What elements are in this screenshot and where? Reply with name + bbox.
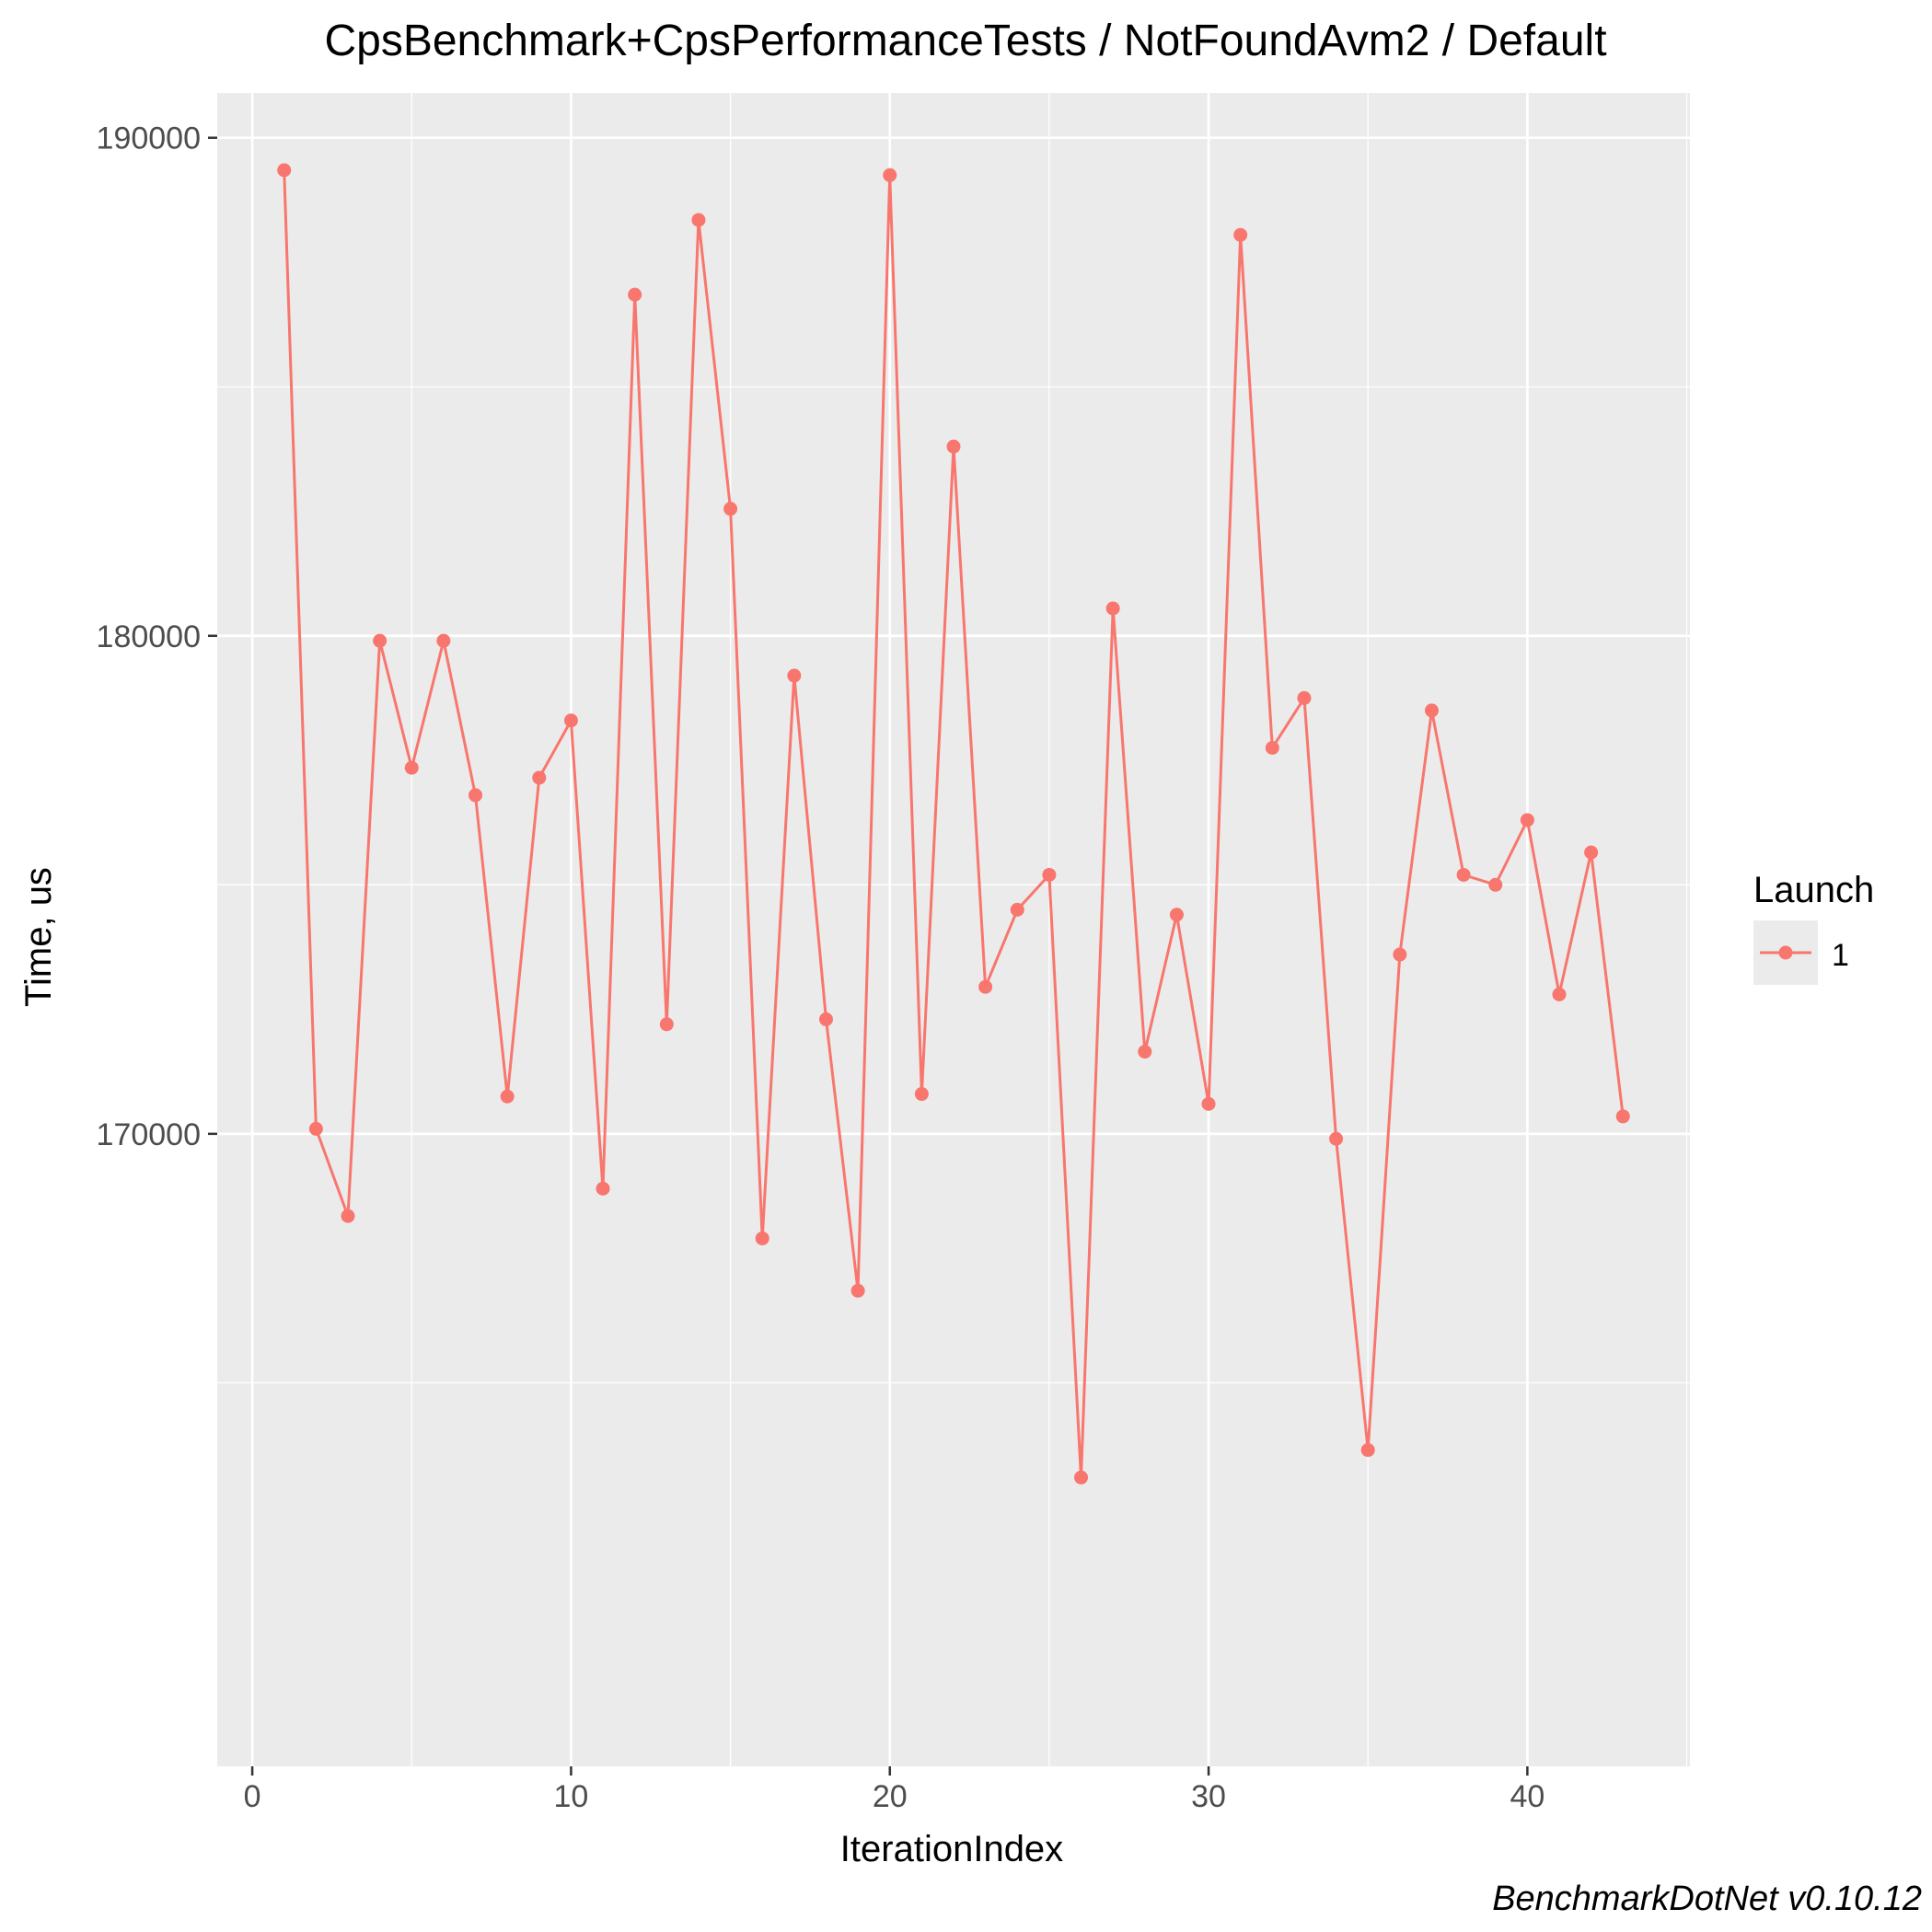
y-tick-label: 170000 bbox=[97, 1117, 201, 1152]
data-point bbox=[1360, 1442, 1375, 1457]
data-point bbox=[1424, 703, 1439, 718]
data-point bbox=[341, 1209, 355, 1223]
data-point bbox=[691, 213, 706, 227]
data-point bbox=[1520, 813, 1534, 827]
data-point bbox=[1169, 908, 1184, 922]
tick-labels: 170000 180000 190000 0 10 20 30 40 bbox=[97, 121, 1545, 1814]
data-point bbox=[1393, 947, 1407, 962]
data-point bbox=[755, 1231, 769, 1245]
data-point bbox=[1233, 227, 1248, 242]
data-point bbox=[1329, 1131, 1344, 1146]
x-tick-label: 0 bbox=[244, 1779, 261, 1814]
minor-gridlines bbox=[217, 93, 1690, 1766]
chart-title: CpsBenchmark+CpsPerformanceTests / NotFo… bbox=[324, 17, 1606, 65]
data-point bbox=[404, 760, 419, 775]
data-point bbox=[1584, 845, 1599, 860]
data-point bbox=[1010, 902, 1024, 917]
data-point bbox=[850, 1283, 865, 1298]
legend-entry-label: 1 bbox=[1832, 938, 1849, 973]
data-point bbox=[914, 1087, 929, 1102]
data-point bbox=[1552, 987, 1567, 1001]
data-point bbox=[628, 287, 642, 302]
data-point bbox=[659, 1017, 674, 1032]
legend: Launch 1 bbox=[1753, 870, 1874, 985]
major-gridlines bbox=[217, 93, 1690, 1766]
data-point bbox=[818, 1012, 833, 1026]
series-layer bbox=[277, 163, 1630, 1485]
plot-panel bbox=[217, 93, 1690, 1766]
data-point bbox=[277, 163, 292, 178]
x-tick-label: 40 bbox=[1510, 1779, 1544, 1814]
data-point bbox=[946, 439, 961, 454]
data-point bbox=[787, 668, 802, 683]
x-tick-label: 10 bbox=[554, 1779, 589, 1814]
data-point bbox=[596, 1181, 610, 1196]
x-tick-label: 20 bbox=[873, 1779, 908, 1814]
x-axis-label: IterationIndex bbox=[840, 1829, 1063, 1869]
data-point bbox=[1074, 1470, 1089, 1485]
data-point bbox=[1201, 1096, 1216, 1111]
legend-key-point bbox=[1778, 945, 1793, 960]
data-point bbox=[563, 713, 578, 728]
data-point bbox=[723, 502, 738, 516]
axis-ticks bbox=[208, 136, 1529, 1776]
y-tick-label: 180000 bbox=[97, 619, 201, 654]
data-point bbox=[1297, 690, 1312, 705]
data-point bbox=[1265, 741, 1279, 756]
x-tick-label: 30 bbox=[1191, 1779, 1226, 1814]
caption: BenchmarkDotNet v0.10.12 bbox=[1492, 1880, 1922, 1918]
legend-title: Launch bbox=[1753, 870, 1874, 910]
data-point bbox=[1042, 867, 1057, 882]
data-point bbox=[532, 770, 547, 785]
data-point bbox=[978, 979, 993, 994]
data-point bbox=[436, 633, 451, 648]
data-point bbox=[1456, 867, 1471, 882]
data-point bbox=[1615, 1109, 1630, 1124]
data-point bbox=[500, 1089, 515, 1104]
data-point bbox=[373, 633, 388, 648]
data-point bbox=[469, 788, 483, 803]
data-point bbox=[308, 1121, 323, 1136]
data-point bbox=[1138, 1045, 1152, 1059]
data-point bbox=[1105, 601, 1120, 616]
y-axis-label: Time, us bbox=[18, 867, 59, 1007]
data-point bbox=[883, 168, 897, 182]
data-point bbox=[1488, 877, 1503, 892]
y-tick-label: 190000 bbox=[97, 121, 201, 156]
